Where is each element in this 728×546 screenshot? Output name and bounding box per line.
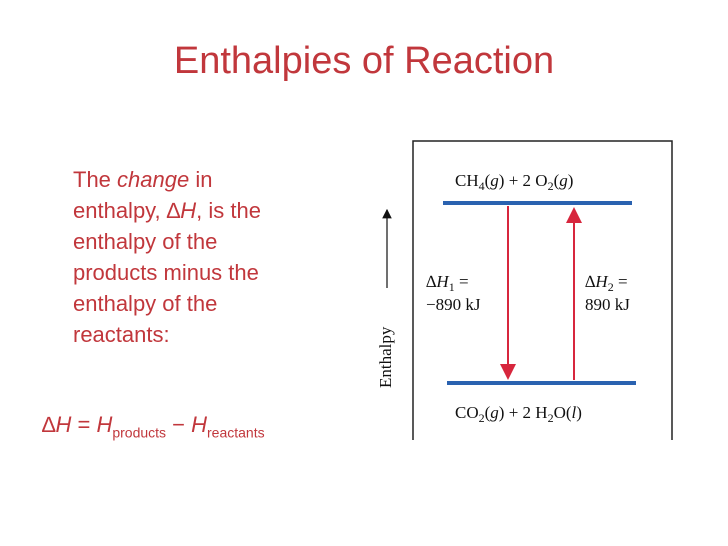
level-label: CH4(g) + 2 O2(g) bbox=[455, 171, 573, 193]
delta-value: 890 kJ bbox=[585, 295, 630, 314]
text: H bbox=[594, 272, 609, 291]
subscript: 2 bbox=[548, 179, 554, 193]
text: H bbox=[191, 412, 207, 437]
text: in bbox=[189, 167, 213, 192]
text: ∆ bbox=[585, 272, 596, 291]
subscript: 1 bbox=[449, 280, 455, 294]
text: H bbox=[96, 412, 113, 437]
text: = bbox=[614, 272, 628, 291]
text: g bbox=[559, 171, 568, 190]
delta-label: ∆H2 = bbox=[585, 272, 628, 294]
formula: ∆H = Hproducts − Hreactants bbox=[42, 412, 265, 440]
axis-label: Enthalpy bbox=[376, 326, 395, 388]
text: g bbox=[490, 403, 499, 422]
slide-title: Enthalpies of Reaction bbox=[173, 40, 555, 82]
text: CO bbox=[455, 403, 479, 422]
subscript: 2 bbox=[608, 280, 614, 294]
text: ( bbox=[485, 403, 491, 422]
text-line: products minus the bbox=[73, 260, 259, 285]
text: ( bbox=[554, 171, 560, 190]
level-label: CO2(g) + 2 H2O(l) bbox=[455, 403, 582, 425]
text: O( bbox=[554, 403, 572, 422]
text-line: enthalpy of the bbox=[73, 291, 218, 316]
text: The bbox=[73, 167, 118, 192]
text: change bbox=[117, 167, 190, 192]
text: ∆ bbox=[426, 272, 437, 291]
subscript: products bbox=[112, 424, 167, 441]
subscript: reactants bbox=[207, 424, 265, 441]
text: = bbox=[455, 272, 469, 291]
text: H bbox=[55, 412, 72, 437]
frame bbox=[412, 140, 673, 440]
text: CH bbox=[455, 171, 479, 190]
subscript: 2 bbox=[479, 411, 485, 425]
subscript: 2 bbox=[548, 411, 554, 425]
delta-value: −890 kJ bbox=[426, 295, 481, 314]
text-line: enthalpy of the bbox=[73, 229, 218, 254]
delta-label: ∆H1 = bbox=[426, 272, 469, 294]
text: , is the bbox=[196, 198, 261, 223]
text: H bbox=[180, 198, 197, 223]
text: g bbox=[490, 171, 499, 190]
text: ∆ bbox=[42, 412, 56, 437]
text: enthalpy, bbox=[73, 198, 167, 223]
text: ( bbox=[485, 171, 491, 190]
text: H bbox=[435, 272, 450, 291]
text: l bbox=[572, 403, 577, 422]
text-line: enthalpy, ∆H, is the bbox=[73, 195, 261, 226]
text-line: The change in bbox=[73, 164, 261, 195]
text: ) + 2 H bbox=[499, 403, 548, 422]
text: ) bbox=[576, 403, 582, 422]
subscript: 4 bbox=[479, 179, 485, 193]
body-text: The change in enthalpy, ∆H, is the entha… bbox=[73, 164, 261, 350]
text-line: reactants: bbox=[73, 322, 170, 347]
text: ∆ bbox=[166, 198, 181, 223]
text: − bbox=[166, 412, 192, 437]
text: ) bbox=[568, 171, 574, 190]
text: ) + 2 O bbox=[499, 171, 548, 190]
text: = bbox=[71, 412, 97, 437]
